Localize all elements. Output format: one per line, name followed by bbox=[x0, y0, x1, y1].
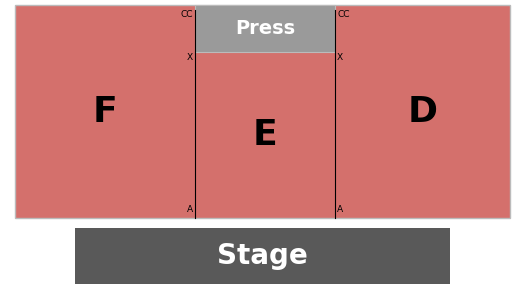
Text: D: D bbox=[407, 95, 437, 129]
Text: CC: CC bbox=[181, 10, 193, 19]
Text: Stage: Stage bbox=[217, 242, 308, 270]
Text: A: A bbox=[337, 205, 343, 214]
Text: E: E bbox=[253, 118, 277, 152]
Text: Press: Press bbox=[235, 19, 295, 38]
Text: CC: CC bbox=[337, 10, 350, 19]
Text: F: F bbox=[92, 95, 118, 129]
Text: X: X bbox=[187, 53, 193, 62]
Text: X: X bbox=[337, 53, 343, 62]
Text: A: A bbox=[187, 205, 193, 214]
Bar bbox=[15, 5, 510, 218]
Bar bbox=[75, 228, 450, 284]
Bar bbox=[195, 5, 335, 52]
